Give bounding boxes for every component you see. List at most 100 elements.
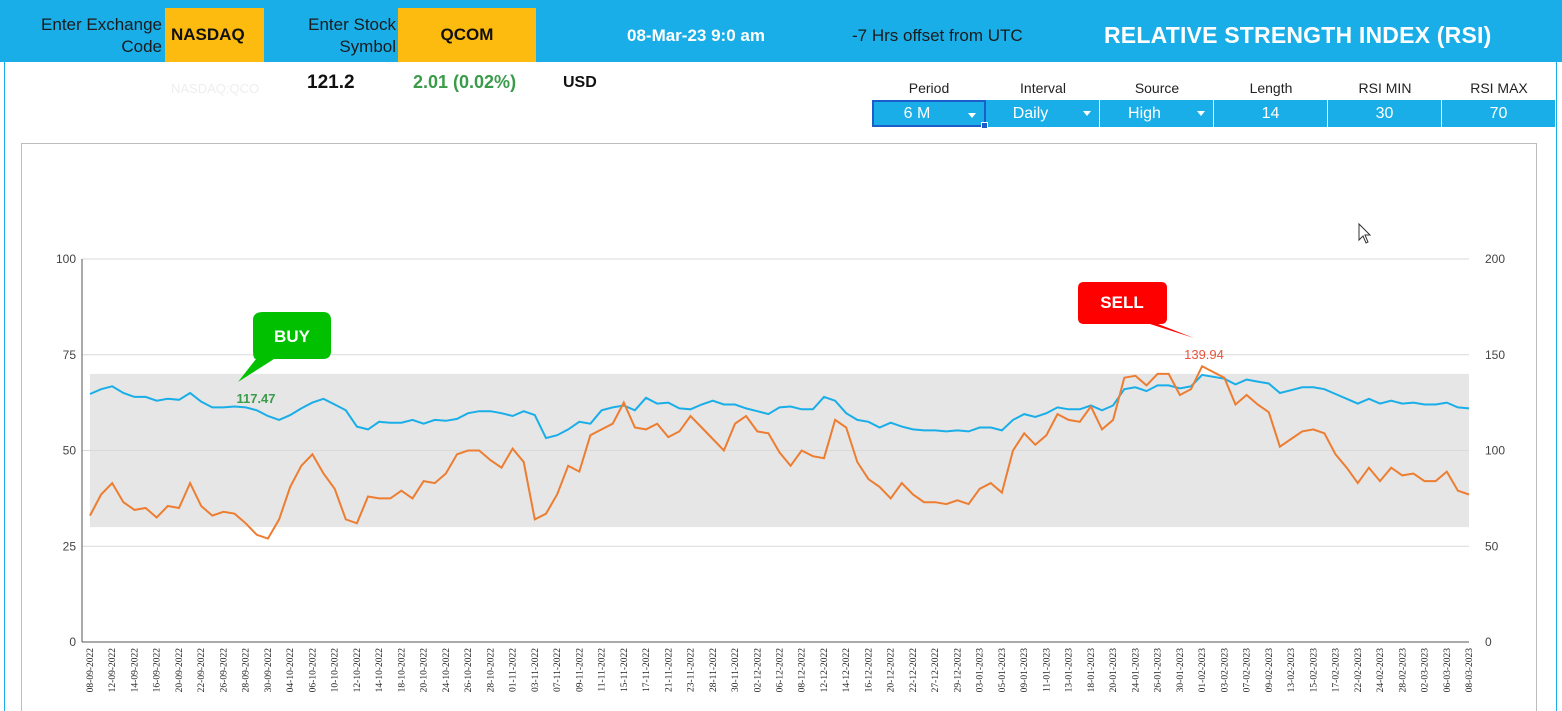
x-tick-label: 15-02-2023 — [1309, 648, 1319, 693]
x-tick-label: 23-11-2022 — [687, 648, 697, 692]
price-change: 2.01 (0.02%) — [413, 72, 517, 92]
length-label: Length — [1249, 80, 1293, 96]
rsi-chart-svg: 0 25 50 75 100 0 50 100 150 200 08-09-2022 12-09-… — [56, 222, 1505, 693]
x-tick-label: 27-12-2022 — [931, 648, 941, 693]
x-axis-labels: 08-09-2022 12-09-2022 14-09-2022 16-09-2022… — [86, 648, 1475, 693]
right-axis-tick-label: 200 — [1485, 252, 1505, 266]
quote-row: NASDAQ:QCO 121.2 2.01 (0.02%) USD — [0, 62, 870, 102]
source-value: High — [1128, 105, 1161, 122]
left-axis-tick-label: 75 — [63, 348, 77, 362]
period-dropdown[interactable]: 6 M — [872, 100, 986, 127]
chevron-down-icon[interactable] — [1083, 111, 1091, 116]
exchange-code-label: Enter Exchange Code — [41, 15, 162, 56]
x-tick-label: 07-02-2023 — [1243, 648, 1253, 693]
x-tick-label: 22-09-2022 — [197, 648, 207, 693]
left-axis-ticks: 0 25 50 75 100 — [56, 252, 76, 649]
x-tick-label: 12-09-2022 — [108, 648, 118, 693]
right-axis-ticks: 0 50 100 150 200 — [1485, 252, 1505, 649]
x-tick-label: 14-09-2022 — [130, 648, 140, 693]
x-tick-label: 14-12-2022 — [842, 648, 852, 693]
x-tick-label: 02-03-2023 — [1421, 648, 1431, 693]
current-datetime: 08-Mar-23 9:0 am — [627, 26, 765, 45]
chevron-down-icon[interactable] — [968, 113, 976, 118]
x-tick-label: 28-09-2022 — [242, 648, 252, 693]
x-tick-label: 26-10-2022 — [464, 648, 474, 693]
top-header-bar: Enter Exchange Code NASDAQ Enter Stock S… — [0, 0, 1562, 62]
x-tick-label: 13-02-2023 — [1287, 648, 1297, 693]
x-tick-label: 08-09-2022 — [86, 648, 96, 693]
length-input[interactable]: 14 — [1214, 100, 1328, 127]
x-tick-label: 24-01-2023 — [1131, 648, 1141, 693]
currency-label: USD — [563, 74, 597, 91]
x-tick-label: 12-10-2022 — [353, 648, 363, 693]
rsi-max-label: RSI MAX — [1470, 80, 1528, 96]
x-tick-label: 03-01-2023 — [976, 648, 986, 693]
x-tick-label: 28-10-2022 — [486, 648, 496, 693]
source-dropdown[interactable]: High — [1100, 100, 1214, 127]
x-tick-label: 24-02-2023 — [1376, 648, 1386, 693]
x-tick-label: 20-10-2022 — [420, 648, 430, 693]
right-axis-tick-label: 100 — [1485, 444, 1505, 458]
left-axis-tick-label: 50 — [63, 444, 77, 458]
cell-fill-handle[interactable] — [981, 122, 988, 129]
period-value: 6 M — [903, 105, 931, 122]
x-tick-label: 29-12-2022 — [953, 648, 963, 693]
series-line-rsi — [89, 364, 1470, 540]
rsi-min-input[interactable]: 30 — [1328, 100, 1442, 127]
buy-value: 117.47 — [236, 391, 275, 406]
x-tick-label: 01-02-2023 — [1198, 648, 1208, 693]
x-tick-label: 20-01-2023 — [1109, 648, 1119, 693]
x-tick-label: 11-11-2022 — [598, 648, 608, 692]
chart-axes — [81, 259, 1469, 643]
ticker-reference: NASDAQ:QCO — [171, 81, 260, 96]
x-tick-label: 20-09-2022 — [175, 648, 185, 693]
stock-symbol-input[interactable]: QCOM — [398, 8, 536, 62]
page-title: RELATIVE STRENGTH INDEX (RSI) — [1104, 22, 1492, 48]
interval-dropdown[interactable]: Daily — [986, 100, 1100, 127]
x-tick-label: 30-01-2023 — [1176, 648, 1186, 693]
x-tick-label: 05-01-2023 — [998, 648, 1008, 693]
sell-callout: SELL 139.94 — [1078, 282, 1224, 362]
stock-price: 121.2 — [307, 72, 355, 93]
rsi-min-label: RSI MIN — [1358, 80, 1412, 96]
x-tick-label: 17-02-2023 — [1332, 648, 1342, 693]
x-tick-label: 30-11-2022 — [731, 648, 741, 692]
x-tick-label: 09-11-2022 — [575, 648, 585, 692]
x-tick-label: 18-01-2023 — [1087, 648, 1097, 693]
x-tick-label: 09-01-2023 — [1020, 648, 1030, 693]
left-sheet-border — [4, 62, 5, 711]
x-tick-label: 01-11-2022 — [509, 648, 519, 692]
x-tick-label: 08-03-2023 — [1465, 648, 1475, 693]
series-line-price — [89, 373, 1470, 440]
sell-label: SELL — [1100, 293, 1143, 312]
chevron-down-icon[interactable] — [1197, 111, 1205, 116]
x-tick-label: 16-12-2022 — [864, 648, 874, 693]
x-tick-label: 02-12-2022 — [753, 648, 763, 693]
x-tick-label: 21-11-2022 — [664, 648, 674, 692]
gridlines — [82, 258, 1469, 547]
x-tick-label: 10-10-2022 — [331, 648, 341, 693]
sell-value: 139.94 — [1184, 347, 1224, 362]
x-tick-label: 16-09-2022 — [153, 648, 163, 693]
exchange-code-input[interactable]: NASDAQ — [165, 8, 264, 62]
x-tick-label: 26-01-2023 — [1154, 648, 1164, 693]
buy-callout: BUY 117.47 — [236, 312, 331, 406]
x-tick-label: 12-12-2022 — [820, 648, 830, 693]
left-axis-tick-label: 25 — [63, 539, 77, 553]
x-tick-label: 08-12-2022 — [798, 648, 808, 693]
x-tick-label: 09-02-2023 — [1265, 648, 1275, 693]
utc-offset-label: -7 Hrs offset from UTC — [852, 26, 1023, 45]
right-axis-tick-label: 150 — [1485, 348, 1505, 362]
right-axis-tick-label: 50 — [1485, 539, 1499, 553]
x-tick-label: 28-02-2023 — [1398, 648, 1408, 693]
rsi-max-input[interactable]: 70 — [1442, 100, 1556, 127]
x-tick-label: 03-02-2023 — [1220, 648, 1230, 693]
source-label: Source — [1134, 80, 1180, 96]
x-tick-label: 06-03-2023 — [1443, 648, 1453, 693]
x-tick-label: 17-11-2022 — [642, 648, 652, 692]
x-tick-label: 06-10-2022 — [308, 648, 318, 693]
x-tick-label: 22-12-2022 — [909, 648, 919, 693]
x-tick-label: 24-10-2022 — [442, 648, 452, 693]
left-axis-tick-label: 0 — [69, 635, 76, 649]
buy-label: BUY — [274, 327, 311, 346]
